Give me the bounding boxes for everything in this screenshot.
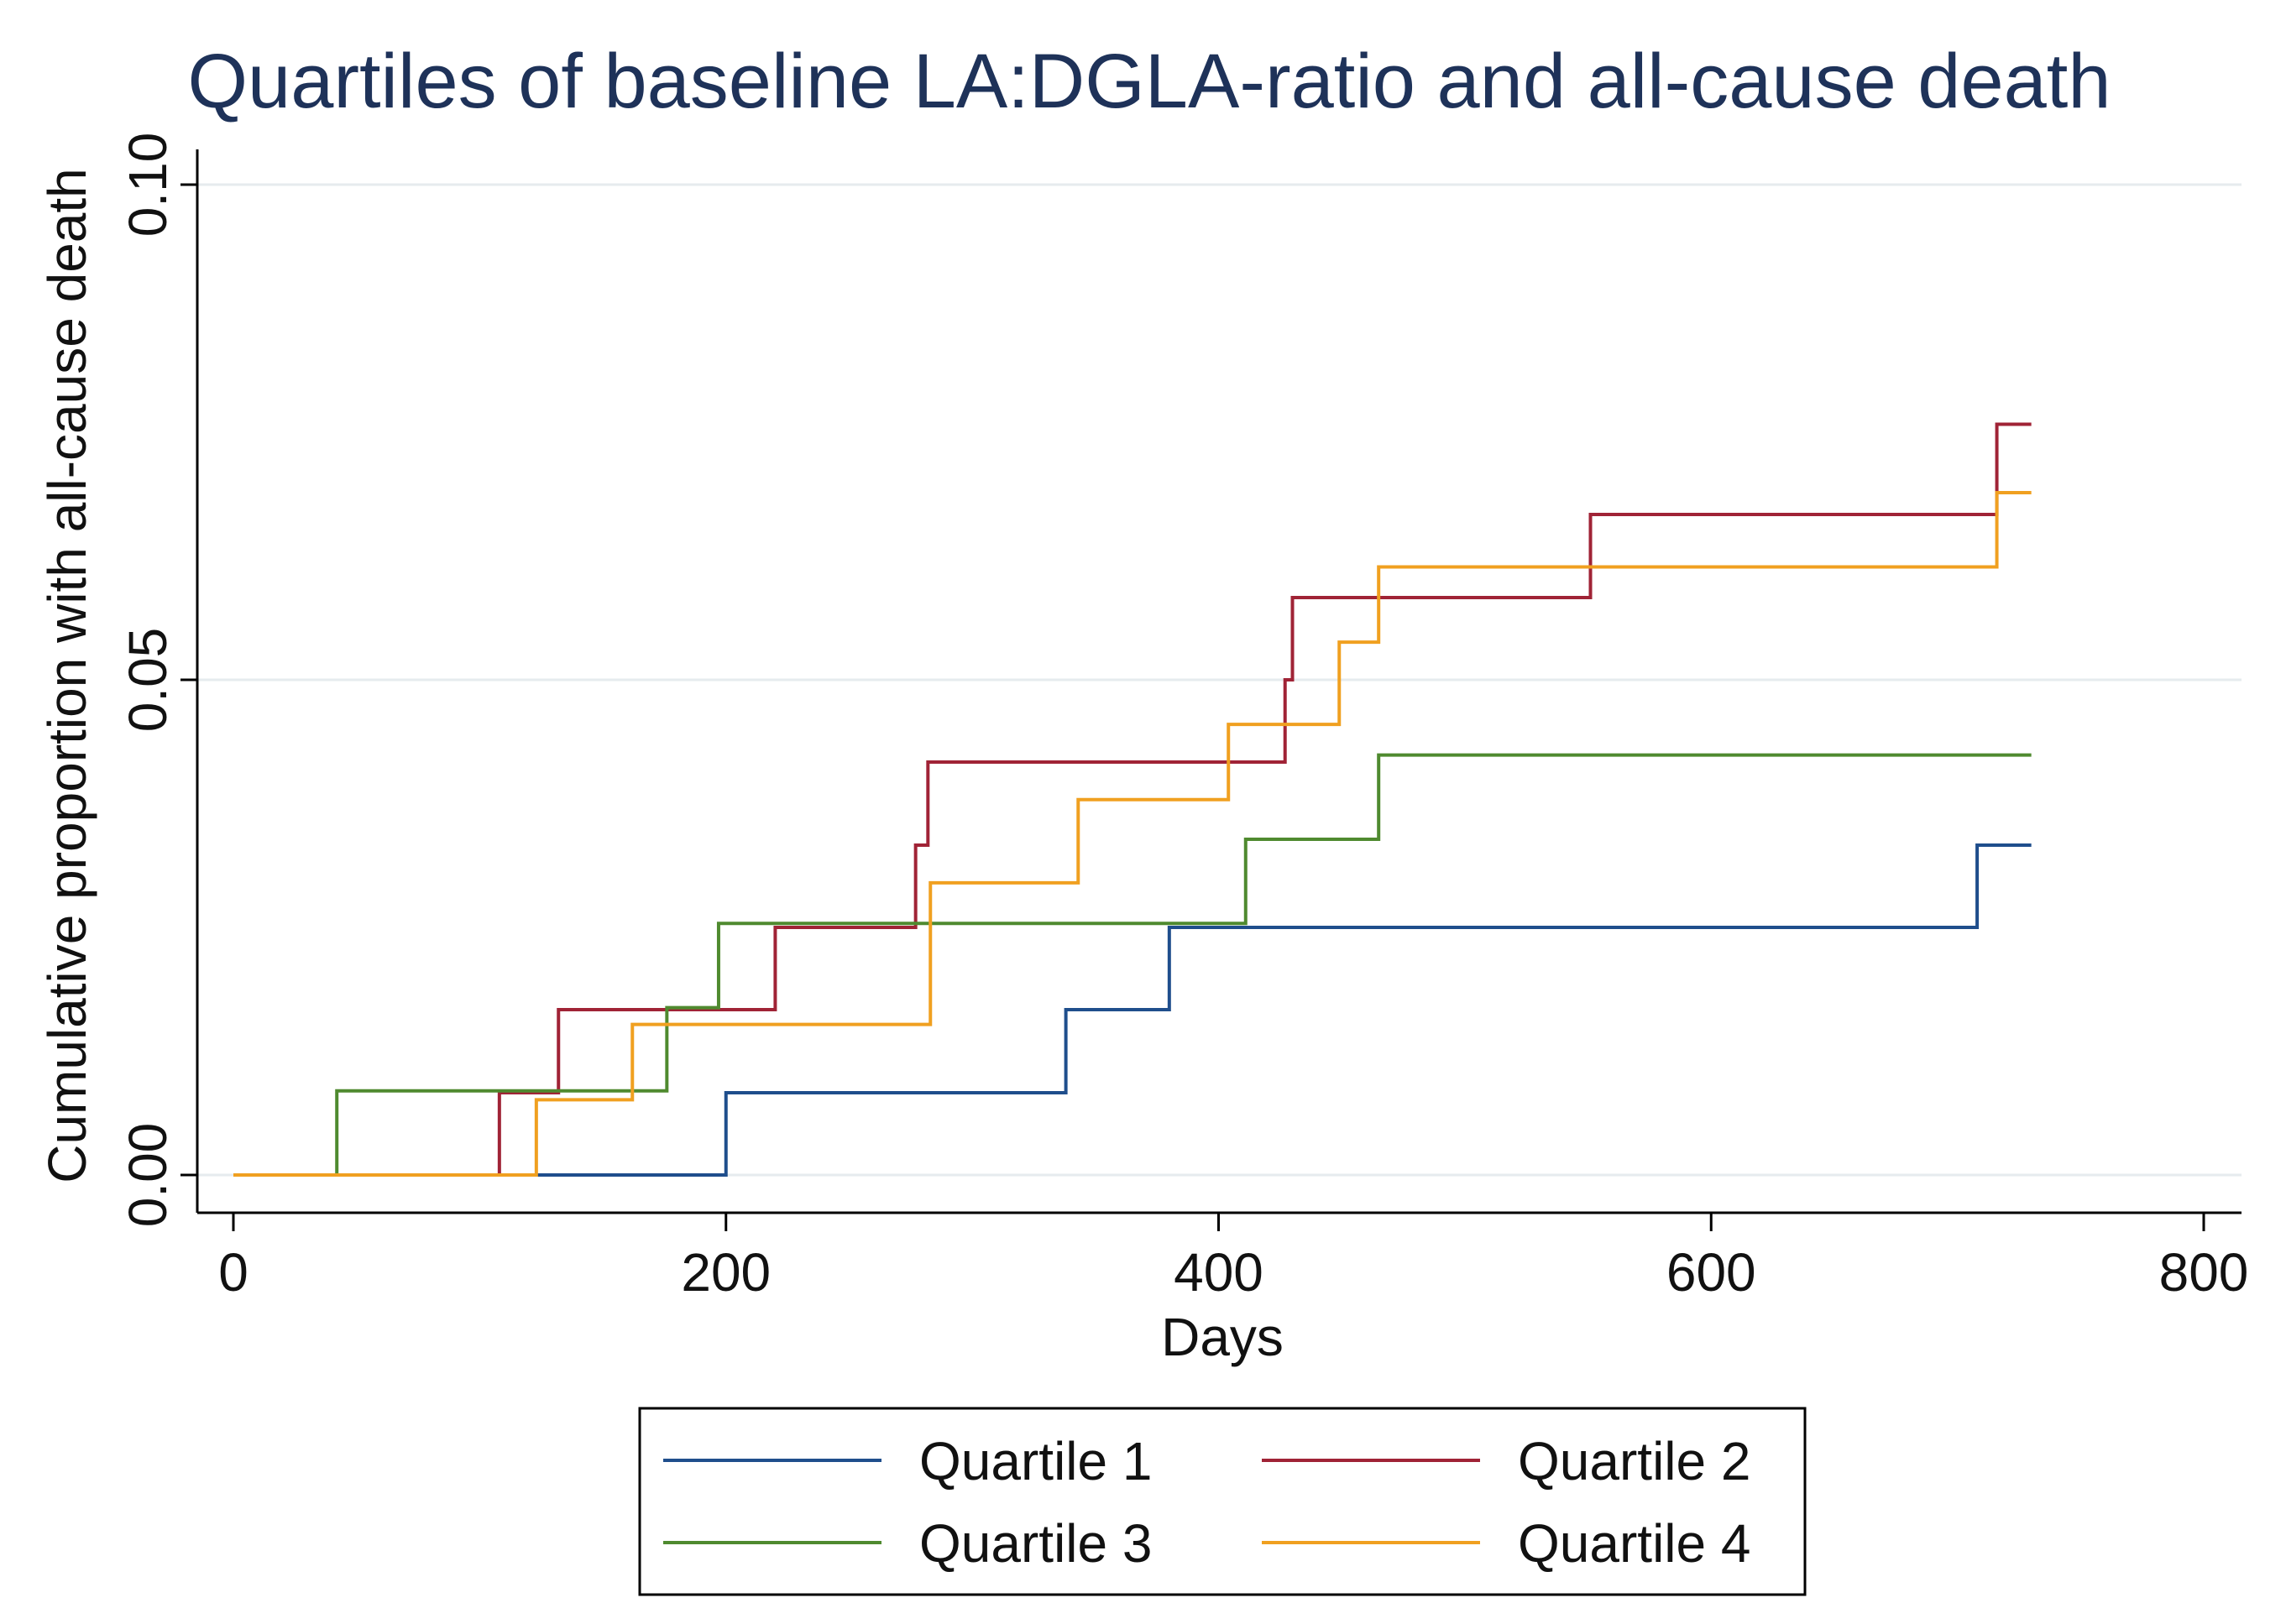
series-line-quartile-3 <box>233 753 2032 1177</box>
legend-label-quartile-3: Quartile 3 <box>919 1513 1152 1574</box>
series-line-quartile-4 <box>233 490 2032 1177</box>
x-tick-label-2: 400 <box>1174 1242 1263 1303</box>
x-tick-label-3: 600 <box>1666 1242 1756 1303</box>
chart-title: Quartiles of baseline LA:DGLA-ratio and … <box>187 39 2111 124</box>
legend-items: Quartile 1 Quartile 2 Quartile 3 Quartile 4 <box>663 1431 1750 1574</box>
x-tick-label-1: 200 <box>681 1242 771 1303</box>
y-tick-label-1: 0.05 <box>118 628 178 733</box>
legend-label-quartile-4: Quartile 4 <box>1518 1513 1750 1574</box>
y-axis-label: Cumulative proportion with all-cause dea… <box>37 168 97 1183</box>
x-axis-label: Days <box>1161 1307 1284 1367</box>
y-tick-label-2: 0.10 <box>118 133 178 238</box>
y-tick-label-0: 0.00 <box>118 1123 178 1228</box>
series-line-quartile-1 <box>233 843 2032 1177</box>
x-tick-label-0: 0 <box>218 1242 248 1303</box>
x-ticks: 0 200 400 600 800 <box>218 1213 2248 1303</box>
legend-frame <box>638 1407 1807 1596</box>
legend-label-quartile-1: Quartile 1 <box>919 1431 1152 1491</box>
legend: Quartile 1 Quartile 2 Quartile 3 Quartile 4 <box>638 1407 1807 1596</box>
gridlines <box>197 183 2242 1177</box>
series-group <box>233 422 2032 1177</box>
y-ticks: 0.00 0.05 0.10 <box>118 133 197 1228</box>
series-line-quartile-2 <box>233 422 2032 1177</box>
legend-label-quartile-2: Quartile 2 <box>1518 1431 1750 1491</box>
x-tick-label-4: 800 <box>2159 1242 2249 1303</box>
